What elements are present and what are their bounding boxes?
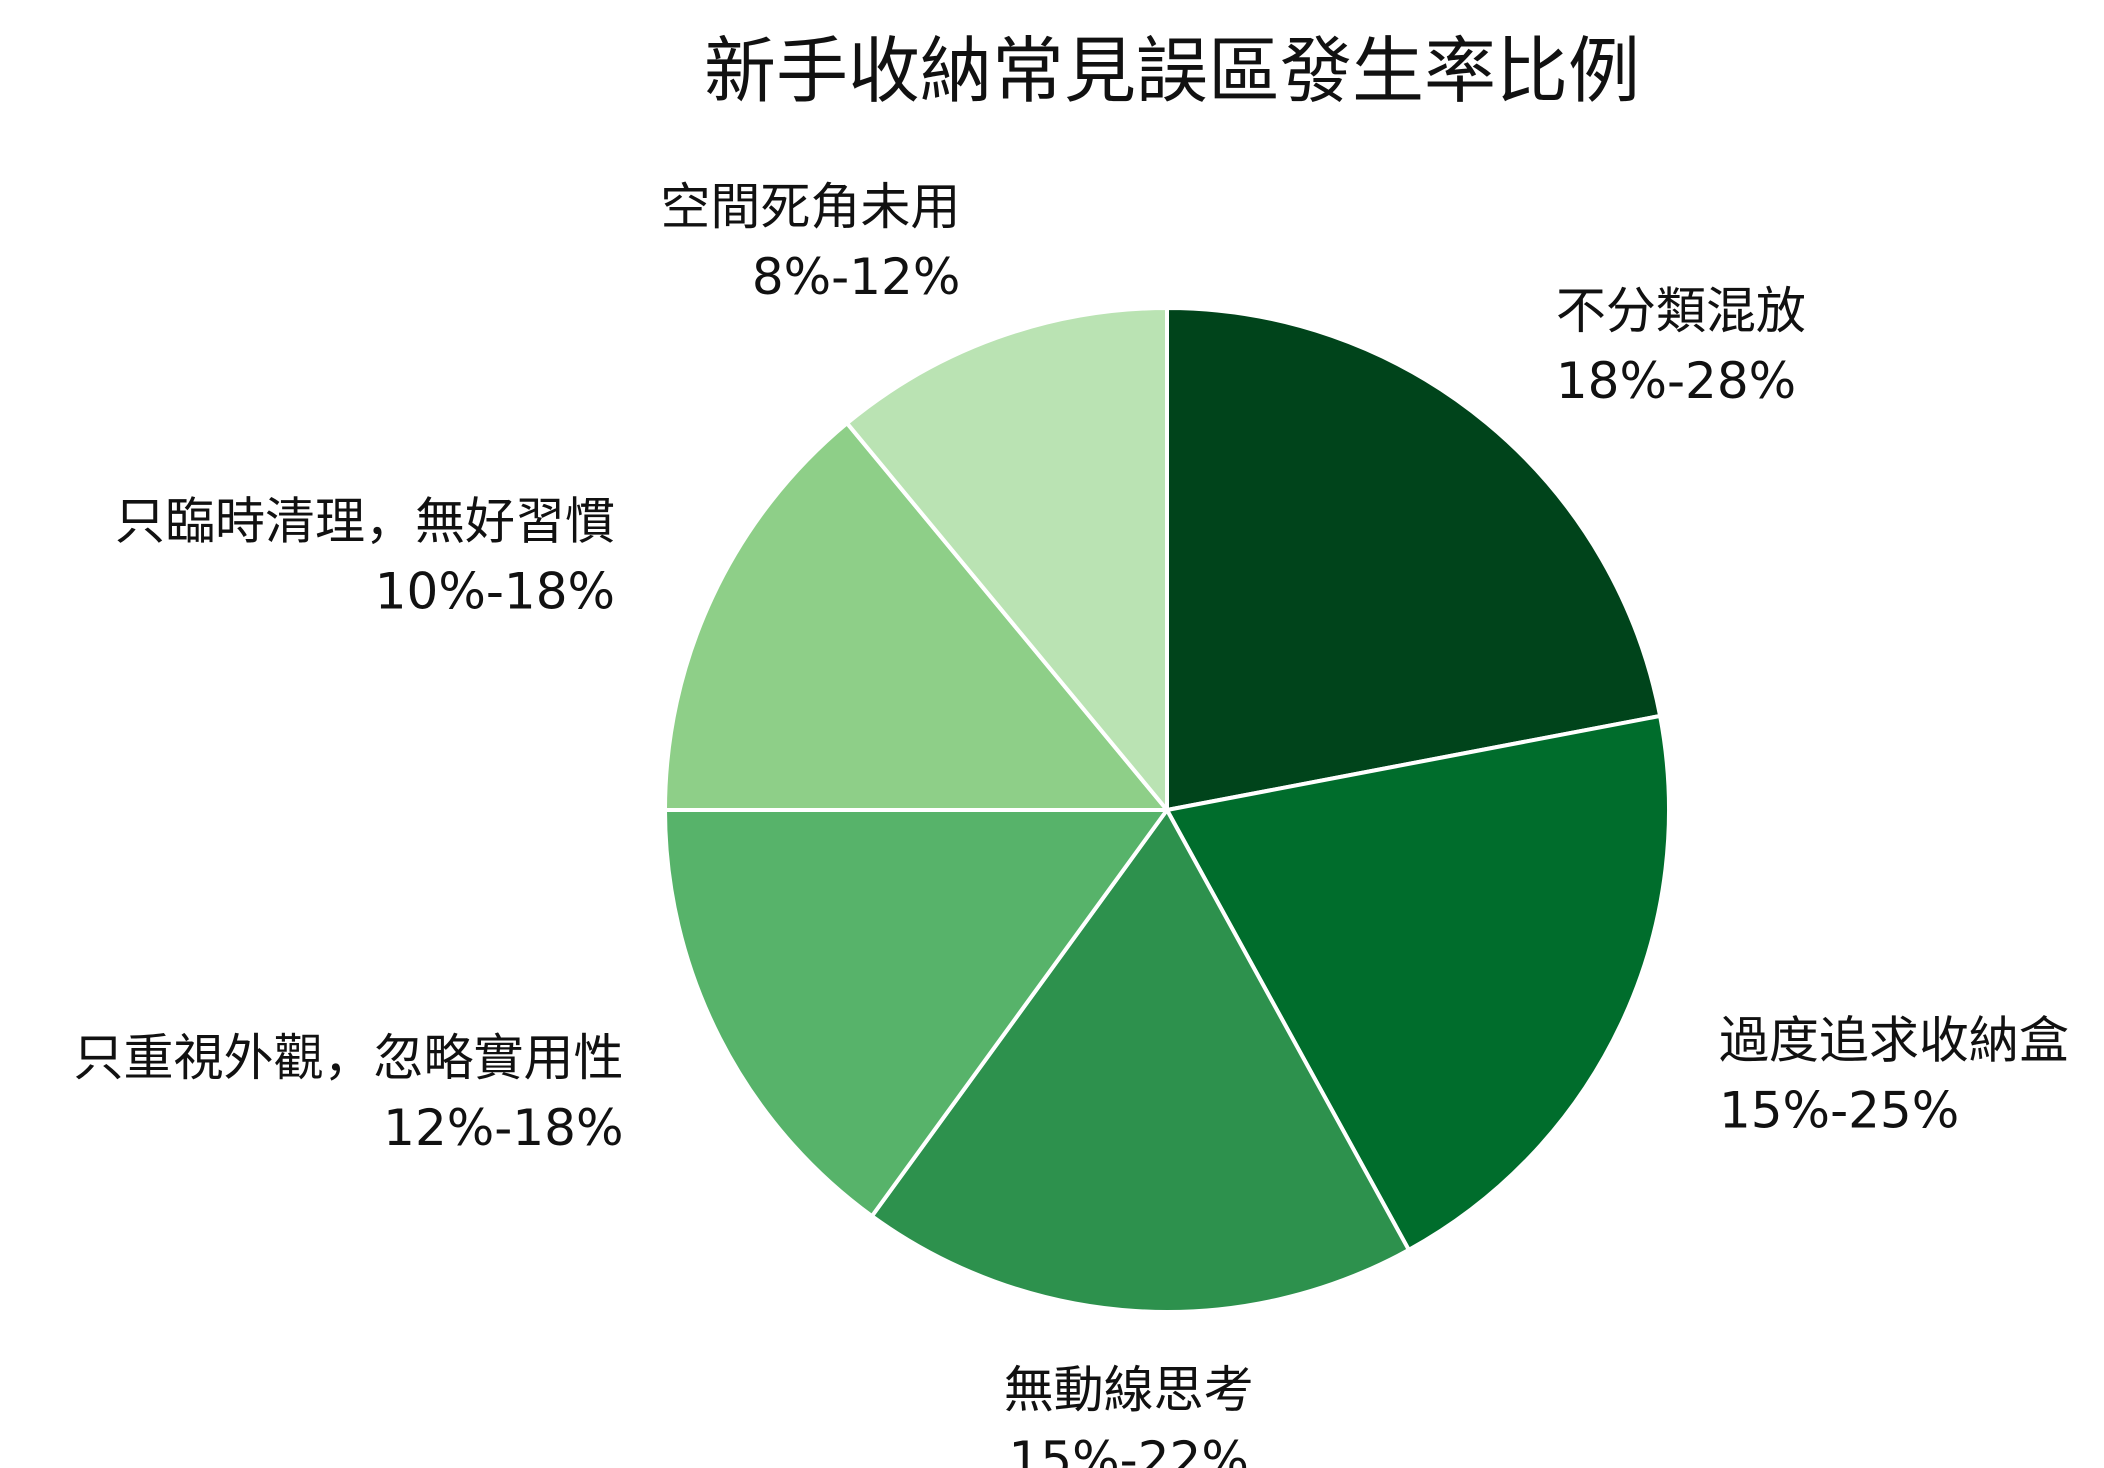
pie-slice	[663, 421, 1169, 812]
slice-label-group: 只臨時清理，無好習慣 10%-18%	[115, 492, 615, 620]
slice-range-label: 18%-28%	[1556, 352, 1796, 410]
slice-label-group: 不分類混放 18%-28%	[1556, 282, 1806, 410]
slice-range-label: 15%-25%	[1719, 1082, 1959, 1140]
pie-slice	[1165, 306, 1663, 812]
slice-label: 過度追求收納盒	[1719, 1012, 2069, 1070]
slice-label: 只臨時清理，無好習慣	[115, 492, 615, 550]
slice-label: 無動線思考	[1004, 1361, 1254, 1419]
slice-range-label: 12%-18%	[383, 1099, 623, 1157]
slice-range-label: 15%-22%	[1009, 1431, 1249, 1468]
slice-range-label: 10%-18%	[375, 562, 615, 620]
pie-slice	[869, 808, 1411, 1314]
slice-range-label: 8%-12%	[752, 248, 961, 306]
chart-title: 新手收納常見誤區發生率比例	[704, 29, 1640, 113]
pie-slices	[663, 306, 1671, 1314]
slice-label: 空間死角未用	[660, 178, 960, 236]
slice-label: 只重視外觀，忽略實用性	[73, 1029, 623, 1087]
slice-label-group: 無動線思考 15%-22%	[1004, 1361, 1254, 1468]
pie-slice	[845, 306, 1169, 812]
slice-label: 不分類混放	[1556, 282, 1806, 340]
slice-labels: 不分類混放 18%-28% 過度追求收納盒 15%-25% 無動線思考 15%-22% 只重…	[73, 178, 2068, 1468]
slice-label-group: 只重視外觀，忽略實用性 12%-18%	[73, 1029, 623, 1157]
pie-slice	[1165, 713, 1671, 1252]
slice-label-group: 過度追求收納盒 15%-25%	[1719, 1012, 2069, 1140]
slice-label-group: 空間死角未用 8%-12%	[660, 178, 960, 306]
pie-slice	[663, 808, 1169, 1219]
